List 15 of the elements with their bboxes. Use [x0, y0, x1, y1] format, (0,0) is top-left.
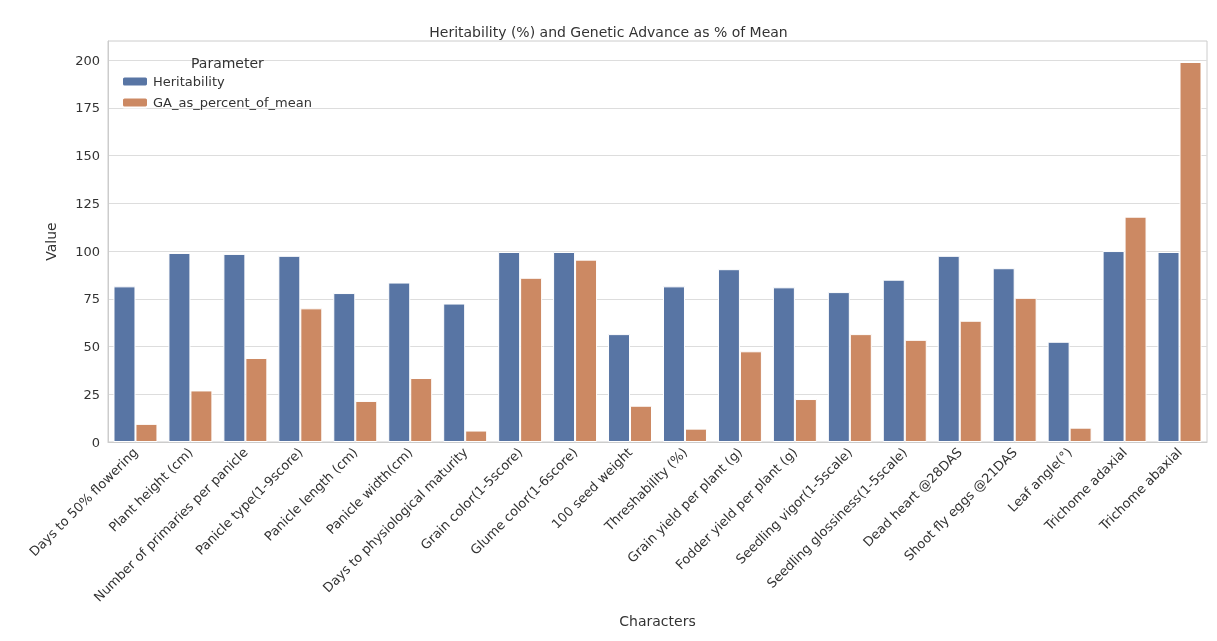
- x-axis-title: Characters: [619, 613, 696, 629]
- y-tick-label: 100: [75, 243, 100, 259]
- y-tick-label: 25: [83, 386, 100, 402]
- legend-label: GA_as_percent_of_mean: [153, 95, 312, 110]
- y-tick-label: 50: [83, 339, 100, 355]
- y-tick-label: 125: [75, 195, 100, 211]
- y-tick-label: 150: [75, 148, 100, 164]
- y-tick-label: 200: [75, 52, 100, 68]
- legend-title: Parameter: [191, 55, 265, 71]
- legend-label: Heritability: [153, 74, 225, 89]
- y-tick-label: 0: [91, 434, 100, 450]
- y-axis-title: Value: [43, 222, 59, 261]
- chart-title: Heritability (%) and Genetic Advance as % of Mean: [429, 24, 788, 40]
- y-tick-label: 175: [75, 100, 100, 116]
- y-tick-label: 75: [83, 291, 100, 307]
